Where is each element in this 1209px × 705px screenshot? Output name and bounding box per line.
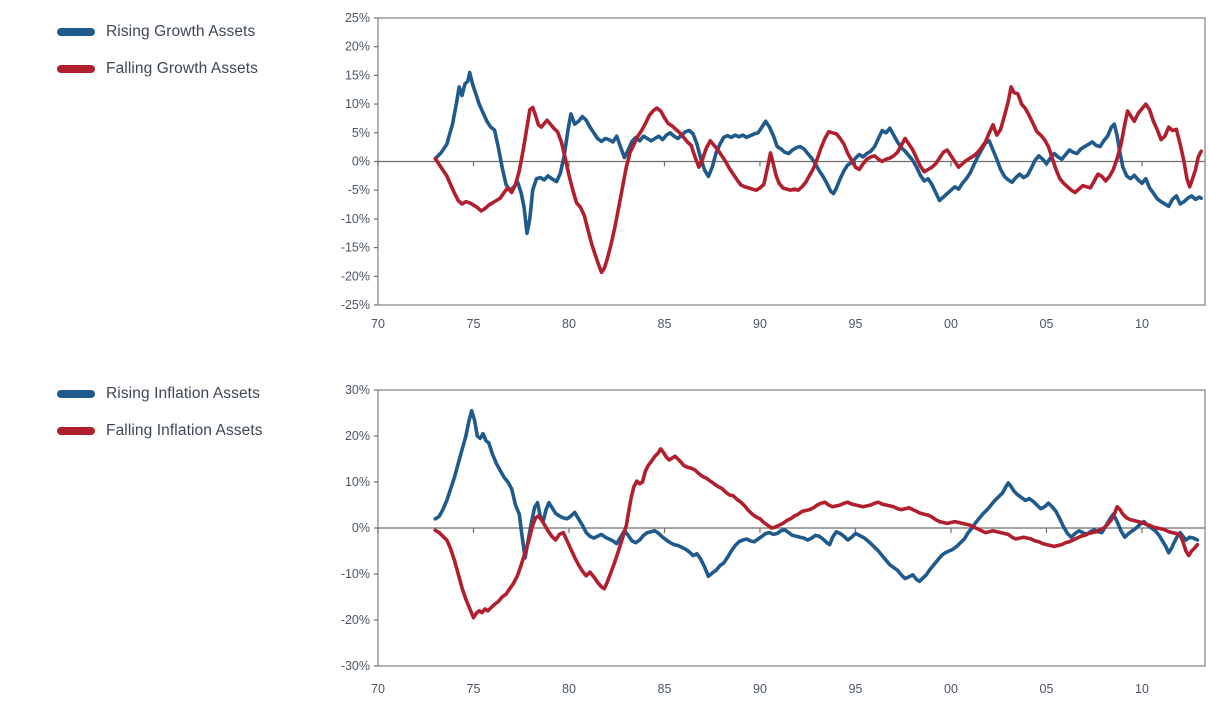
svg-text:5%: 5% bbox=[352, 126, 370, 140]
svg-text:10%: 10% bbox=[345, 97, 370, 111]
svg-text:-10%: -10% bbox=[341, 212, 370, 226]
svg-text:75: 75 bbox=[467, 317, 481, 331]
legend-item-falling-inflation: Falling Inflation Assets bbox=[57, 421, 263, 439]
growth-chart-plot: 25% 20% 15% 10% 5% 0% -5% -10% -15% -20% -25%70 75 8… bbox=[341, 11, 1206, 331]
svg-text:80: 80 bbox=[562, 682, 576, 696]
svg-text:75: 75 bbox=[467, 682, 481, 696]
growth-legend: Rising Growth Assets Falling Growth Asse… bbox=[57, 22, 258, 98]
svg-text:95: 95 bbox=[849, 682, 863, 696]
svg-text:-25%: -25% bbox=[341, 298, 370, 312]
svg-text:10: 10 bbox=[1135, 317, 1149, 331]
svg-text:70: 70 bbox=[371, 317, 385, 331]
svg-text:10%: 10% bbox=[345, 475, 370, 489]
svg-text:90: 90 bbox=[753, 317, 767, 331]
svg-text:-20%: -20% bbox=[341, 613, 370, 627]
svg-text:95: 95 bbox=[849, 317, 863, 331]
svg-text:20%: 20% bbox=[345, 40, 370, 54]
svg-text:15%: 15% bbox=[345, 68, 370, 82]
inflation-legend: Rising Inflation Assets Falling Inflatio… bbox=[57, 384, 263, 460]
rising-growth-swatch bbox=[57, 27, 95, 36]
svg-text:-10%: -10% bbox=[341, 567, 370, 581]
svg-text:00: 00 bbox=[944, 317, 958, 331]
svg-text:05: 05 bbox=[1040, 317, 1054, 331]
svg-text:-20%: -20% bbox=[341, 269, 370, 283]
svg-text:0%: 0% bbox=[352, 155, 370, 169]
inflation-chart-plot: 30% 20% 10% 0% -10% -20% -30%70 75 80 85 90 95 00 05 1… bbox=[341, 383, 1206, 696]
svg-text:00: 00 bbox=[944, 682, 958, 696]
svg-text:70: 70 bbox=[371, 682, 385, 696]
svg-text:80: 80 bbox=[562, 317, 576, 331]
svg-text:25%: 25% bbox=[345, 11, 370, 25]
inflation-chart-panel: Rising Inflation Assets Falling Inflatio… bbox=[0, 370, 1209, 705]
svg-text:10: 10 bbox=[1135, 682, 1149, 696]
legend-label: Falling Growth Assets bbox=[106, 59, 258, 77]
svg-text:-5%: -5% bbox=[348, 183, 370, 197]
svg-text:-30%: -30% bbox=[341, 659, 370, 673]
legend-label: Falling Inflation Assets bbox=[106, 421, 263, 439]
svg-text:85: 85 bbox=[658, 317, 672, 331]
svg-text:0%: 0% bbox=[352, 521, 370, 535]
svg-text:90: 90 bbox=[753, 682, 767, 696]
svg-text:30%: 30% bbox=[345, 383, 370, 397]
legend-label: Rising Inflation Assets bbox=[106, 384, 260, 402]
svg-text:-15%: -15% bbox=[341, 241, 370, 255]
falling-inflation-swatch bbox=[57, 426, 95, 435]
growth-chart-panel: Rising Growth Assets Falling Growth Asse… bbox=[0, 0, 1209, 352]
legend-item-falling-growth: Falling Growth Assets bbox=[57, 59, 258, 77]
legend-label: Rising Growth Assets bbox=[106, 22, 256, 40]
legend-item-rising-inflation: Rising Inflation Assets bbox=[57, 384, 263, 402]
svg-text:85: 85 bbox=[658, 682, 672, 696]
falling-growth-swatch bbox=[57, 64, 95, 73]
legend-item-rising-growth: Rising Growth Assets bbox=[57, 22, 258, 40]
rising-inflation-swatch bbox=[57, 389, 95, 398]
svg-text:05: 05 bbox=[1040, 682, 1054, 696]
svg-text:20%: 20% bbox=[345, 429, 370, 443]
